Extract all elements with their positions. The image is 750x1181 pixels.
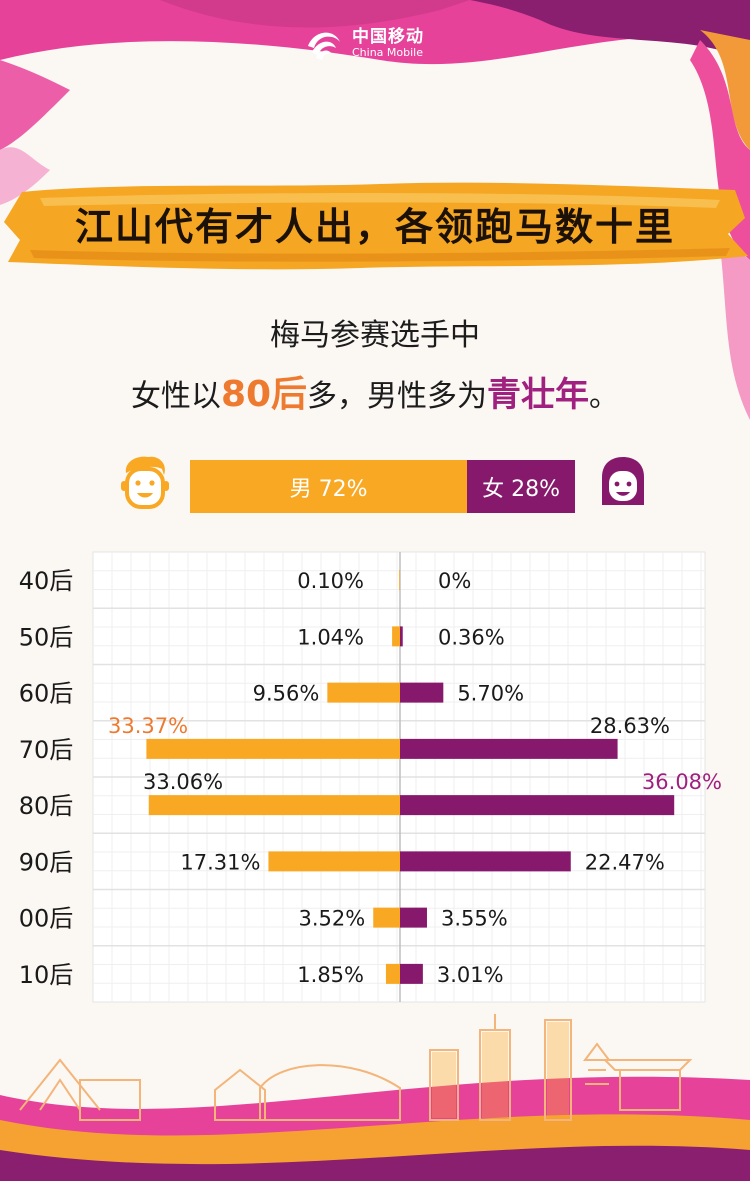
subtitle-line2-pre: 女性以 — [130, 379, 221, 414]
logo-name-cn: 中国移动 — [352, 27, 424, 48]
data-label-female: 3.01% — [437, 963, 504, 987]
category-label: 80后 — [19, 792, 74, 820]
category-label: 40后 — [19, 567, 74, 595]
female-share-label: 女 28% — [482, 476, 561, 502]
data-label-male: 3.52% — [299, 907, 366, 931]
bar-male — [385, 963, 400, 984]
data-label-female: 0.36% — [438, 625, 505, 649]
category-label: 60后 — [19, 680, 74, 708]
left-ribbon-light — [0, 147, 50, 205]
category-label: 90后 — [19, 848, 74, 876]
bar-female — [400, 851, 571, 872]
right-ribbon-light — [715, 210, 750, 420]
female-avatar-icon — [602, 457, 644, 505]
bar-female — [400, 626, 403, 647]
category-label: 50后 — [19, 623, 74, 651]
bar-female — [400, 963, 423, 984]
subtitle-highlight-80s: 80后 — [220, 374, 308, 415]
subtitle-line2: 女性以80后多，男性多为青壮年。 — [0, 365, 750, 417]
data-label-female: 0% — [438, 569, 471, 593]
right-ribbon-orange — [700, 30, 750, 150]
china-mobile-logo: 中国移动 China Mobile — [304, 22, 424, 66]
banner-brush-stroke — [4, 182, 748, 270]
data-label-male: 33.06% — [143, 770, 223, 794]
bottom-ribbon-violet — [0, 1145, 750, 1181]
subtitle-line2-mid: 多，男性多为 — [307, 379, 488, 414]
male-share-label: 男 72% — [289, 476, 368, 502]
city-skyline-decoration — [19, 1014, 693, 1121]
left-ribbon-pink — [0, 60, 70, 150]
male-share-segment: 男 72% — [190, 460, 468, 513]
logo-name-en: China Mobile — [352, 46, 424, 60]
data-label-female: 22.47% — [585, 850, 665, 874]
female-share-segment: 女 28% — [467, 460, 575, 513]
china-mobile-emblem-icon — [308, 32, 340, 60]
data-label-female: 3.55% — [441, 907, 508, 931]
bar-male — [146, 738, 400, 759]
bar-female — [400, 682, 444, 703]
bar-male — [373, 907, 400, 928]
subtitle-line1: 梅马参赛选手中 — [270, 318, 480, 353]
subtitle-line2-post: 。 — [589, 379, 620, 414]
data-label-male: 1.85% — [297, 963, 364, 987]
bar-male — [327, 682, 400, 703]
top-ribbon-violet — [470, 0, 750, 60]
bar-male — [268, 851, 400, 872]
banner-title: 江山代有才人出，各领跑马数十里 — [74, 204, 675, 249]
data-label-male: 1.04% — [297, 625, 364, 649]
bar-female — [400, 795, 675, 816]
top-ribbon-magenta — [160, 0, 470, 28]
data-label-female: 36.08% — [642, 770, 722, 794]
data-label-male: 33.37% — [108, 714, 188, 738]
bar-male — [399, 570, 400, 591]
gender-ratio-bar: 男 72% 女 28% — [190, 460, 575, 513]
subtitle-highlight-young-adult: 青壮年 — [487, 375, 590, 415]
data-label-male: 0.10% — [297, 569, 364, 593]
category-label: 10后 — [19, 961, 74, 989]
bar-female — [400, 907, 427, 928]
data-label-male: 17.31% — [180, 850, 260, 874]
data-label-female: 5.70% — [457, 682, 524, 706]
data-label-male: 9.56% — [253, 682, 320, 706]
bar-female — [400, 738, 618, 759]
category-label: 70后 — [19, 736, 74, 764]
bar-male — [148, 795, 400, 816]
data-label-female: 28.63% — [590, 714, 670, 738]
male-avatar-icon — [121, 456, 169, 509]
bar-male — [392, 626, 400, 647]
category-label: 00后 — [19, 905, 74, 933]
